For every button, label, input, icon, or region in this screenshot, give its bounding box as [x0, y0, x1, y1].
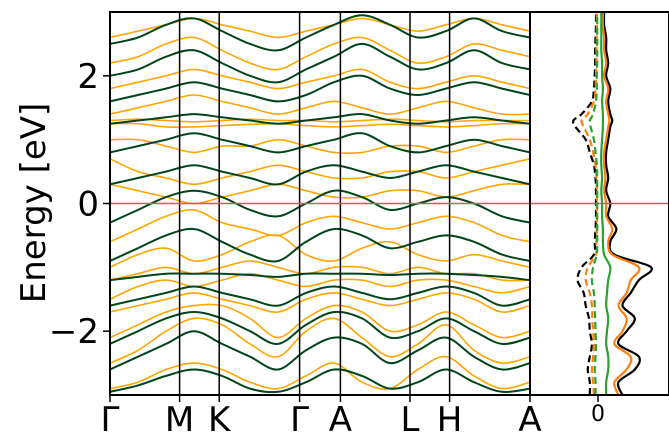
- density-of-states-panel: 0: [529, 11, 669, 427]
- kpoint-label-8: A: [518, 400, 541, 433]
- kpoint-label-6: L: [401, 400, 420, 433]
- kpoint-label-4: Γ: [290, 400, 309, 433]
- dos-axis-ticks: 0: [591, 395, 605, 427]
- dos-curves: [571, 12, 653, 395]
- energy-axis-label: Energy [eV]: [14, 103, 54, 304]
- dos-green-up: [600, 12, 612, 395]
- dos-xtick-label-1: 0: [591, 402, 605, 427]
- dos-total-up: [602, 12, 653, 395]
- ytick-label-1: −2: [49, 312, 99, 352]
- kpoint-label-7: H: [437, 400, 463, 433]
- dos-plot-frame: [529, 11, 669, 396]
- energy-axis-ticks: −2 0 2: [49, 57, 110, 352]
- kpoint-label-5: A: [329, 400, 352, 433]
- dos-orange-up: [601, 12, 641, 395]
- ytick-label-3: 2: [77, 57, 99, 97]
- kpoint-label-1: Γ: [101, 400, 120, 433]
- dos-green-down: [588, 12, 599, 395]
- ytick-label-2: 0: [77, 185, 99, 225]
- kpoint-label-3: K: [208, 400, 232, 433]
- kpoint-label-2: M: [165, 400, 194, 433]
